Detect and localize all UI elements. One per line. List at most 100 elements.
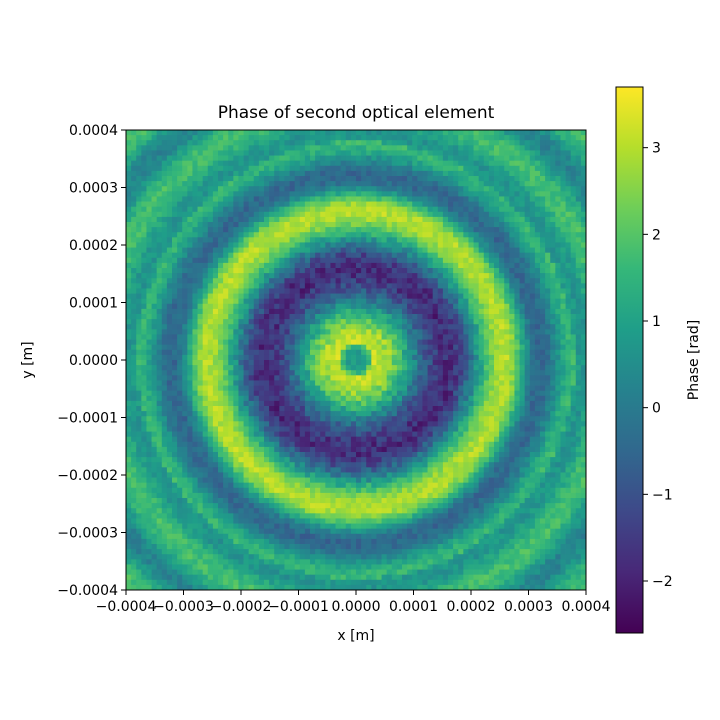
heatmap-cell	[177, 339, 183, 346]
heatmap-cell	[381, 314, 388, 320]
heatmap-cell	[534, 288, 541, 294]
heatmap-cell	[212, 211, 219, 218]
heatmap-cell	[345, 375, 352, 381]
heatmap-cell	[453, 130, 459, 136]
heatmap-cell	[182, 385, 188, 392]
heatmap-cell	[488, 242, 495, 248]
heatmap-cell	[345, 395, 352, 402]
heatmap-cell	[320, 176, 326, 182]
heatmap-cell	[228, 314, 234, 320]
heatmap-cell	[207, 339, 214, 346]
heatmap-cell	[243, 385, 250, 392]
heatmap-cell	[248, 365, 255, 371]
heatmap-cell	[264, 390, 270, 397]
heatmap-cell	[453, 262, 459, 269]
heatmap-cell	[417, 191, 423, 197]
heatmap-cell	[218, 232, 224, 238]
heatmap-cell	[131, 227, 137, 233]
heatmap-cell	[335, 176, 342, 182]
heatmap-cell	[432, 247, 439, 254]
heatmap-cell	[499, 155, 505, 162]
heatmap-cell	[248, 155, 255, 162]
heatmap-cell	[248, 268, 255, 274]
heatmap-cell	[136, 406, 142, 412]
heatmap-cell	[284, 380, 290, 386]
heatmap-cell	[172, 165, 178, 172]
heatmap-cell	[340, 237, 347, 243]
heatmap-cell	[448, 150, 454, 156]
heatmap-cell	[504, 201, 510, 208]
heatmap-cell	[565, 186, 572, 192]
heatmap-cell	[131, 262, 137, 269]
heatmap-cell	[269, 160, 275, 167]
heatmap-cell	[136, 375, 142, 381]
heatmap-cell	[146, 303, 152, 310]
heatmap-cell	[264, 237, 270, 243]
heatmap-cell	[483, 288, 490, 294]
heatmap-cell	[473, 354, 480, 361]
heatmap-cell	[534, 390, 541, 397]
heatmap-cell	[223, 216, 229, 223]
heatmap-cell	[356, 196, 362, 202]
heatmap-cell	[166, 283, 173, 289]
heatmap-cell	[555, 201, 561, 208]
heatmap-cell	[289, 140, 296, 146]
heatmap-cell	[177, 406, 183, 412]
heatmap-cell	[207, 206, 214, 213]
heatmap-cell	[253, 140, 260, 146]
heatmap-cell	[550, 278, 556, 284]
heatmap-cell	[253, 339, 260, 346]
heatmap-cell	[187, 262, 193, 269]
heatmap-cell	[422, 344, 428, 351]
heatmap-cell	[253, 303, 260, 310]
heatmap-cell	[228, 222, 234, 228]
heatmap-cell	[371, 257, 377, 264]
heatmap-cell	[218, 395, 224, 402]
heatmap-cell	[156, 385, 163, 392]
heatmap-cell	[228, 303, 234, 310]
heatmap-cell	[483, 268, 490, 274]
heatmap-cell	[534, 170, 541, 177]
heatmap-cell	[519, 247, 526, 254]
heatmap-cell	[238, 191, 244, 197]
heatmap-cell	[376, 150, 382, 156]
heatmap-cell	[407, 390, 413, 397]
heatmap-cell	[177, 242, 183, 248]
heatmap-cell	[166, 165, 173, 172]
heatmap-cell	[514, 406, 520, 412]
heatmap-cell	[248, 329, 255, 335]
heatmap-cell	[172, 385, 178, 392]
heatmap-cell	[304, 145, 311, 151]
heatmap-cell	[412, 227, 418, 233]
heatmap-cell	[131, 375, 137, 381]
heatmap-cell	[540, 196, 546, 202]
heatmap-cell	[258, 227, 265, 233]
heatmap-cell	[212, 344, 219, 351]
heatmap-cell	[299, 135, 306, 141]
heatmap-cell	[463, 211, 469, 218]
heatmap-cell	[417, 247, 423, 254]
heatmap-cell	[575, 247, 582, 254]
heatmap-cell	[131, 211, 137, 218]
heatmap-cell	[248, 135, 255, 141]
heatmap-cell	[136, 247, 142, 254]
heatmap-cell	[575, 191, 582, 197]
heatmap-cell	[340, 339, 347, 346]
heatmap-cell	[494, 186, 500, 192]
heatmap-cell	[274, 273, 280, 279]
heatmap-cell	[575, 237, 582, 243]
heatmap-cell	[279, 227, 285, 233]
heatmap-cell	[340, 354, 347, 361]
heatmap-cell	[483, 324, 490, 330]
heatmap-cell	[161, 283, 168, 289]
heatmap-cell	[468, 349, 474, 356]
heatmap-cell	[442, 390, 449, 397]
heatmap-cell	[570, 155, 577, 162]
heatmap-cell	[136, 170, 142, 177]
heatmap-cell	[345, 176, 352, 182]
heatmap-cell	[310, 334, 316, 340]
heatmap-cell	[350, 130, 357, 136]
heatmap-cell	[315, 262, 321, 269]
heatmap-cell	[136, 201, 142, 208]
heatmap-cell	[212, 201, 219, 208]
